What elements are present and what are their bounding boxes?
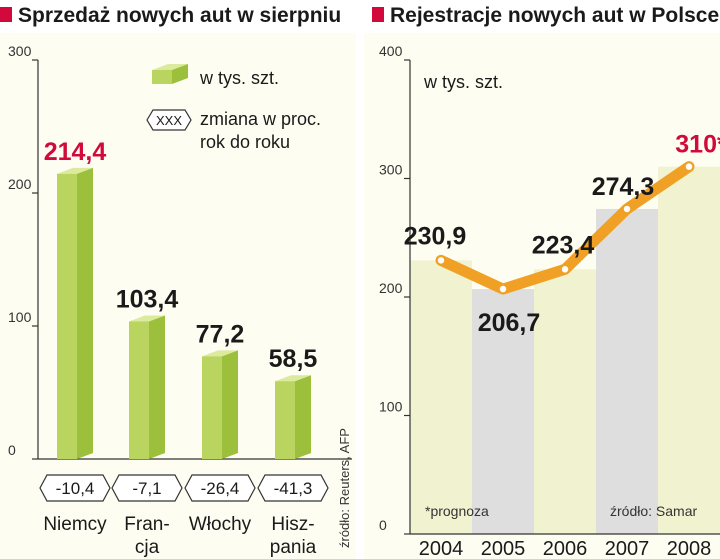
change-chip-value: -7,1 [132,479,161,498]
left-y-tick-label: 300 [8,43,32,59]
bar-front [57,173,77,459]
right-year-bands [410,166,720,534]
change-chip-frame [184,474,256,502]
country-label: Niemcy [43,514,107,535]
left-y-tick-label: 0 [8,442,16,458]
bar-top [129,315,165,322]
point-value-label: 230,9 [404,222,467,250]
bar [202,350,238,459]
year-label: 2006 [543,538,588,559]
country-label: Włochy [189,514,252,535]
right-y-tick-label: 0 [379,517,387,533]
left-y-tick-label: 100 [8,309,32,325]
left-chart-title: Sprzedaż nowych aut w sierpniu [18,4,341,27]
right-y-tick-label: 300 [379,162,403,178]
year-band [534,269,596,534]
bar-side [222,350,238,459]
country-label-line2: cja [135,537,160,558]
year-band [658,166,720,534]
left-country-labels: Niemcy Fran-cja Włochy Hisz-pania [43,514,316,558]
change-chip: -10,4 [39,474,111,502]
country-label: Fran- [124,514,169,535]
bar-value-label: 214,4 [44,138,107,166]
bar-value-label: 103,4 [116,285,179,313]
left-y-tick-label: 200 [8,176,32,192]
bar [129,315,165,459]
right-chart: Rejestracje nowych aut w Polsce 0 100 200 3… [364,4,720,559]
point-value-label: 274,3 [592,173,655,201]
bar-value-label: 58,5 [269,345,318,373]
bar-side [77,167,93,459]
year-band [596,208,658,534]
year-label: 2004 [419,538,464,559]
left-change-chips: -10,4 -7,1 -26,4 -41,3 [39,474,329,502]
year-label: 2008 [667,538,712,559]
left-y-ticks: 0 100 200 300 [8,43,38,460]
right-units-label: w tys. szt. [423,72,503,92]
bar-top [57,167,93,174]
bar-front [129,321,149,459]
bar-side [149,315,165,459]
bar-front [202,356,222,459]
bar-top [275,375,311,382]
point-value-label: 223,4 [532,231,595,259]
year-label: 2007 [605,538,650,559]
legend-change-chip: XXX [146,109,192,131]
change-chip: -26,4 [184,474,256,502]
bar [57,167,93,459]
right-title-marker [372,7,384,22]
country-label: Hisz- [271,514,314,535]
series-point [436,255,446,266]
bar-value-label: 77,2 [196,320,245,348]
bar-front [275,381,295,459]
right-source-note: źródło: Samar [610,503,697,519]
left-legend: w tys. szt. XXX zmiana w proc. rok do ro… [146,64,321,152]
series-point [498,284,508,294]
point-value-label: 206,7 [478,309,541,337]
country-label-line2: pania [270,537,317,558]
right-y-tick-label: 200 [379,280,403,296]
right-y-ticks: 0 100 200 300 400 [379,43,410,535]
right-year-labels: 2004 2005 2006 2007 2008 [419,538,712,559]
change-chip: -7,1 [111,474,183,502]
change-chip-frame [111,474,183,502]
bar-top [202,350,238,357]
series-point [560,264,570,275]
right-footnote: *prognoza [425,503,489,519]
right-y-tick-label: 100 [379,399,403,415]
series-point [684,161,694,172]
series-point [622,204,632,214]
change-chip: -41,3 [257,474,329,502]
left-chart: Sprzedaż nowych aut w sierpniu 0 100 200 30… [0,4,356,559]
left-source-note: źródło: Reuters, AFP [337,428,352,548]
right-chart-title: Rejestracje nowych aut w Polsce [390,4,719,27]
left-bars: 214,4 103,4 77,2 58,5 [44,138,318,459]
year-band [472,289,534,534]
legend-units-label: w tys. szt. [199,68,279,88]
change-chip-value: -41,3 [274,479,313,498]
right-series [435,161,695,295]
right-value-labels: 230,9 206,7 223,4 274,3 310* [404,131,720,337]
left-title-marker [0,7,12,22]
legend-change-line1: zmiana w proc. [200,109,321,129]
legend-bar-swatch [152,64,188,84]
legend-chip-text: XXX [156,113,182,128]
change-chip-frame [39,474,111,502]
change-chip-frame [257,474,329,502]
bar [275,375,311,459]
change-chip-value: -10,4 [56,479,95,498]
point-value-label: 310* [675,131,720,159]
year-label: 2005 [481,538,526,559]
year-band [410,260,472,534]
change-chip-value: -26,4 [201,479,240,498]
legend-change-line2: rok do roku [200,132,290,152]
right-y-tick-label: 400 [379,43,403,59]
bar-side [295,375,311,459]
